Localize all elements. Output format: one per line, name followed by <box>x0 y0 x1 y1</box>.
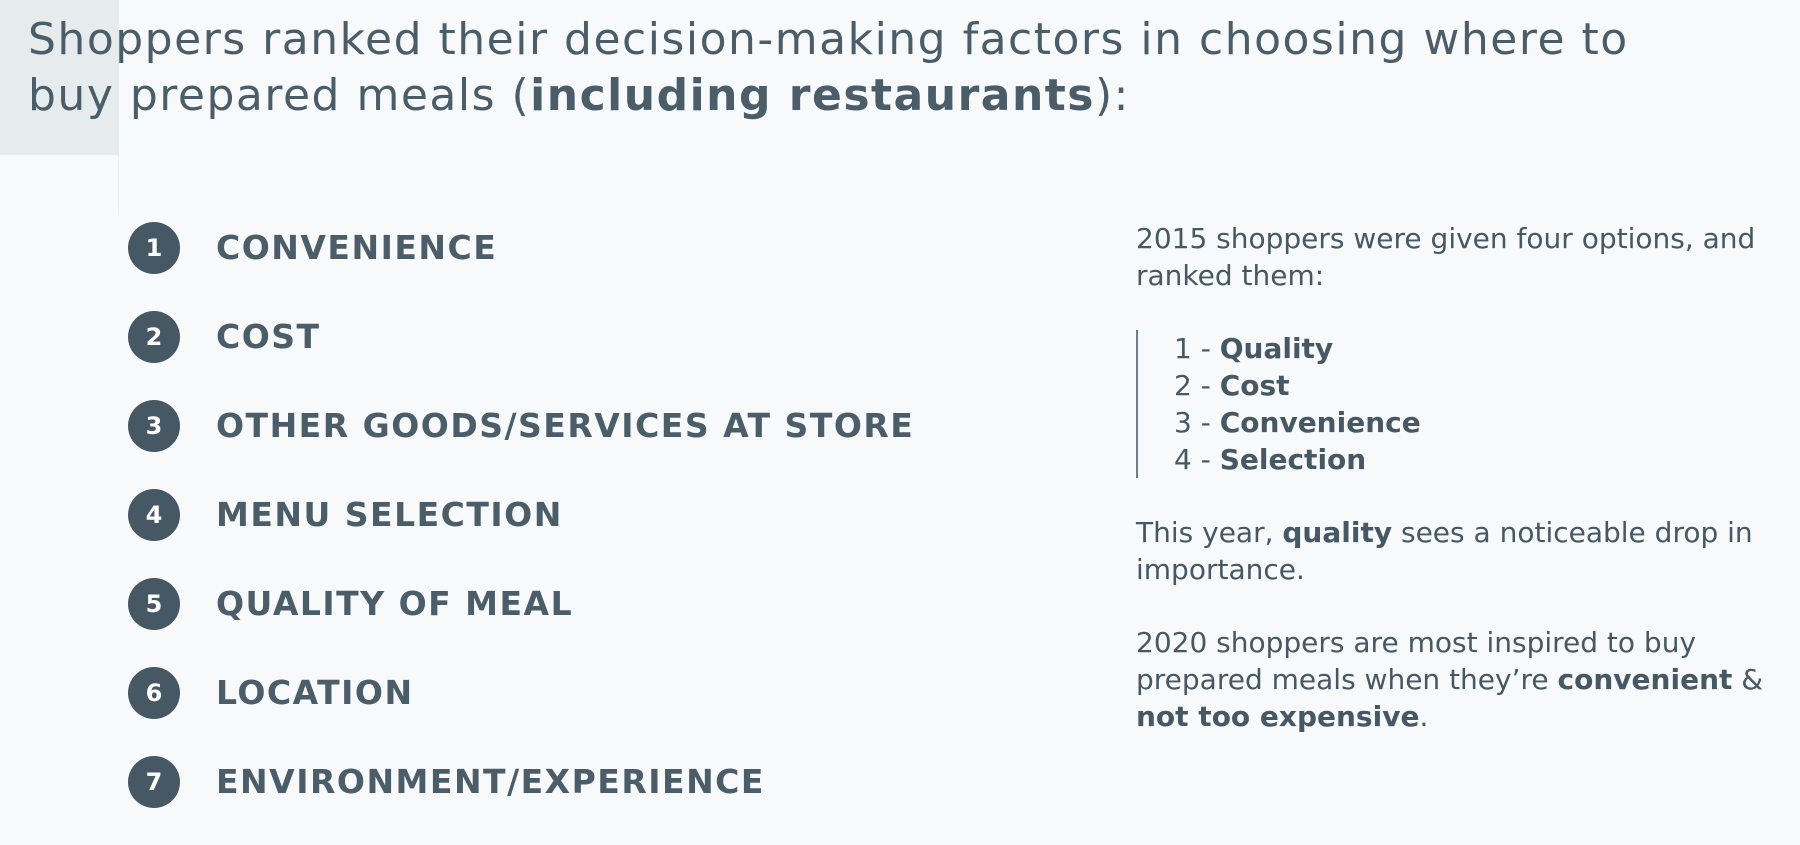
intro-paragraph: 2015 shoppers were given four options, a… <box>1136 222 1756 292</box>
ranking-item-7: 7 ENVIRONMENT/EXPERIENCE <box>128 756 1028 845</box>
rank-2015-item-1: 1 - Quality <box>1174 330 1776 367</box>
ranking-item-6: 6 LOCATION <box>128 667 1028 756</box>
rank-badge-3: 3 <box>128 400 180 452</box>
rank-2015-label-1: Quality <box>1219 332 1334 365</box>
rank-badge-7: 7 <box>128 756 180 808</box>
quality-drop-text-2: sees a noticeable drop in importance. <box>1136 516 1753 586</box>
page-title-part2: ): <box>1095 70 1130 121</box>
rank-2015-label-2: Cost <box>1219 369 1290 402</box>
rank-badge-2: 2 <box>128 311 180 363</box>
rank-badge-5: 5 <box>128 578 180 630</box>
quality-drop-text-1: This year, <box>1136 516 1283 549</box>
corner-accent-line <box>118 155 119 215</box>
rank-label-6: LOCATION <box>216 673 414 712</box>
page-title: Shoppers ranked their decision-making fa… <box>28 12 1728 124</box>
rank-badge-1: 1 <box>128 222 180 274</box>
inspiration-text-2: & <box>1732 663 1764 696</box>
rank-badge-4: 4 <box>128 489 180 541</box>
rank-badge-6: 6 <box>128 667 180 719</box>
rank-2015-item-4: 4 - Selection <box>1174 441 1776 478</box>
page-title-emphasis: including restaurants <box>530 70 1095 121</box>
inspiration-text-1: 2020 shoppers are most inspired to buy p… <box>1136 626 1697 696</box>
ranking-item-1: 1 CONVENIENCE <box>128 222 1028 311</box>
ranking-list: 1 CONVENIENCE 2 COST 3 OTHER GOODS/SERVI… <box>128 222 1028 845</box>
ranking-item-4: 4 MENU SELECTION <box>128 489 1028 578</box>
inspiration-paragraph: 2020 shoppers are most inspired to buy p… <box>1136 624 1776 735</box>
rank-2015-prefix-4: 4 - <box>1174 443 1220 476</box>
inspiration-text-3: . <box>1419 700 1429 733</box>
rank-label-1: CONVENIENCE <box>216 228 498 267</box>
ranking-item-5: 5 QUALITY OF MEAL <box>128 578 1028 667</box>
rank-label-7: ENVIRONMENT/EXPERIENCE <box>216 762 765 801</box>
ranks-2015-list: 1 - Quality 2 - Cost 3 - Convenience 4 -… <box>1136 330 1776 478</box>
corner-accent-block <box>0 0 119 155</box>
inspiration-emphasis-1: convenient <box>1557 663 1733 696</box>
rank-2015-label-3: Convenience <box>1219 406 1421 439</box>
rank-2015-item-2: 2 - Cost <box>1174 367 1776 404</box>
rank-2015-prefix-1: 1 - <box>1174 332 1220 365</box>
rank-label-2: COST <box>216 317 321 356</box>
rank-label-4: MENU SELECTION <box>216 495 563 534</box>
rank-2015-item-3: 3 - Convenience <box>1174 404 1776 441</box>
quality-drop-emphasis: quality <box>1282 516 1393 549</box>
ranking-item-2: 2 COST <box>128 311 1028 400</box>
rank-2015-label-4: Selection <box>1219 443 1367 476</box>
comparison-notes: 2015 shoppers were given four options, a… <box>1136 220 1776 735</box>
rank-2015-prefix-2: 2 - <box>1174 369 1220 402</box>
ranking-item-3: 3 OTHER GOODS/SERVICES AT STORE <box>128 400 1028 489</box>
rank-2015-prefix-3: 3 - <box>1174 406 1220 439</box>
inspiration-emphasis-2: not too expensive <box>1136 700 1420 733</box>
quality-drop-paragraph: This year, quality sees a noticeable dro… <box>1136 514 1776 588</box>
page-title-part1: Shoppers ranked their decision-making fa… <box>28 14 1629 121</box>
rank-label-5: QUALITY OF MEAL <box>216 584 574 623</box>
rank-label-3: OTHER GOODS/SERVICES AT STORE <box>216 406 915 445</box>
